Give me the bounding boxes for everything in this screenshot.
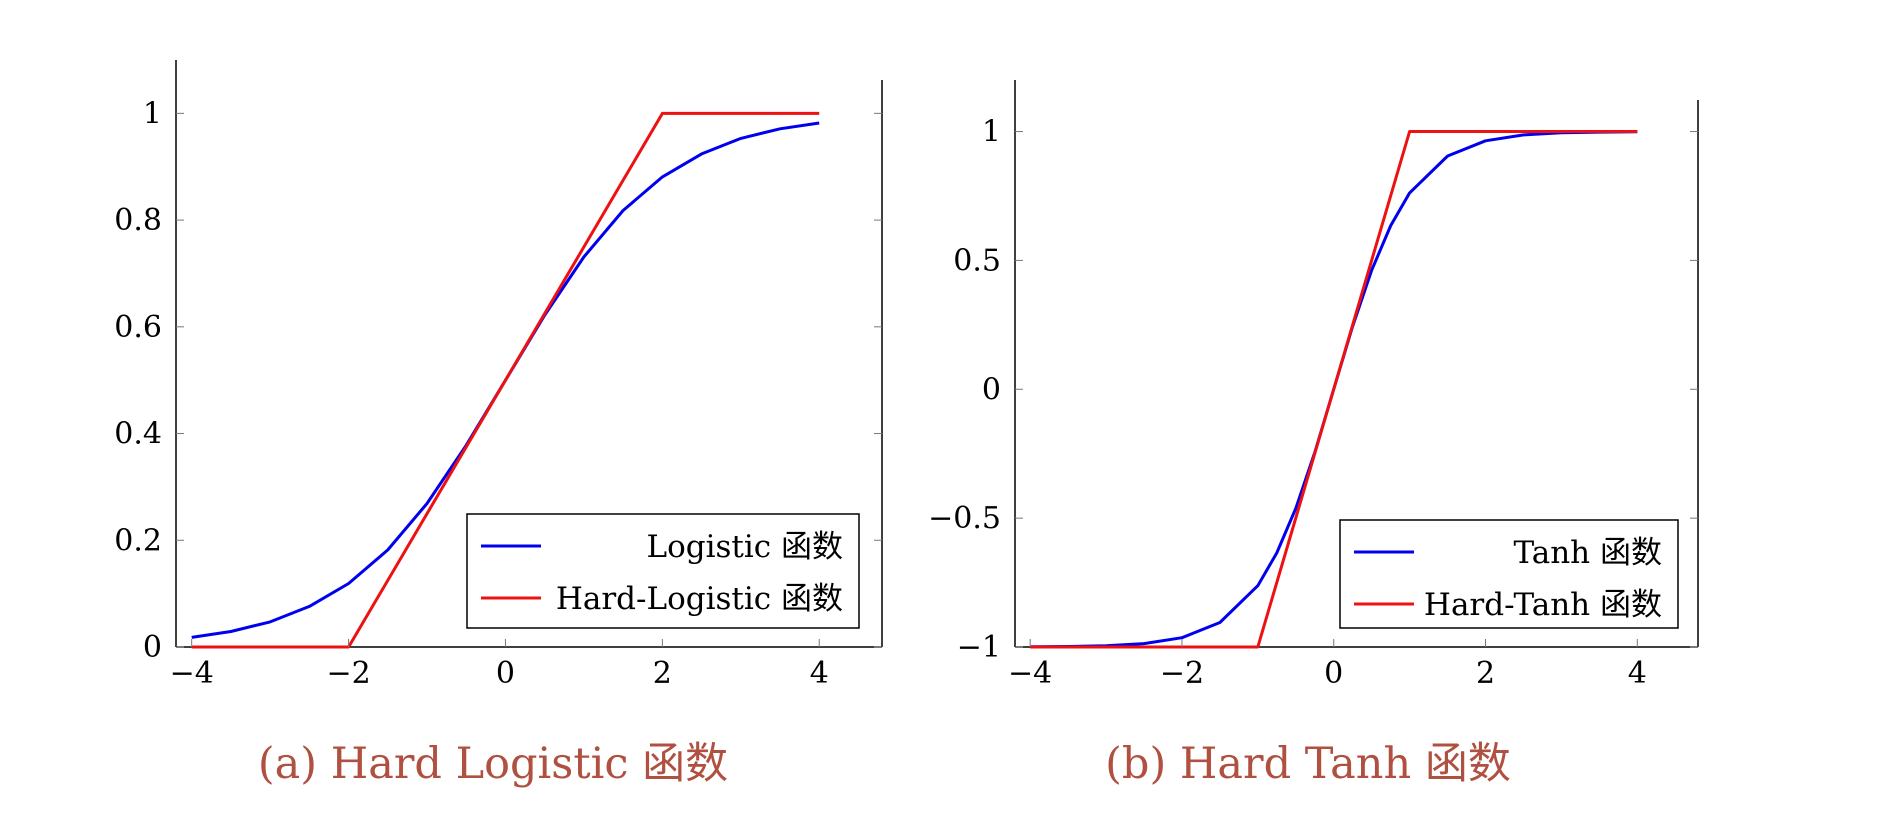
y-tick-label: −1 — [957, 630, 1001, 665]
y-tick-label: 0.8 — [114, 203, 162, 238]
series-lines — [1030, 130, 1638, 649]
series-line-1 — [191, 111, 820, 649]
tick-group: −4 −2 0 2 4 0 0.2 0.4 0.6 0.8 1 — [114, 96, 882, 691]
x-tick-label: −2 — [1160, 656, 1204, 691]
x-tick-label: 4 — [810, 656, 829, 691]
chart-hard-tanh: −4 −2 0 2 4−1−0.500.51 Tanh 函数 Hard-Tanh 函数 … — [928, 80, 1699, 789]
y-tick-label: 0 — [143, 630, 162, 665]
x-tick-label: 2 — [1476, 656, 1495, 691]
legend-box — [1339, 519, 1679, 629]
series-lines — [191, 111, 820, 649]
legend-label-logistic: Logistic 函数 — [646, 529, 843, 565]
x-tick-label: 0 — [1324, 656, 1343, 691]
x-tick-label: −4 — [170, 656, 214, 691]
y-tick-label: 1 — [143, 96, 162, 131]
y-tick-label: 1 — [982, 115, 1001, 150]
tick-group: −4 −2 0 2 4 −1 −0.5 0 0.5 1 — [928, 115, 1698, 691]
y-tick-label: 0.6 — [114, 310, 162, 345]
y-tick-label: 0.2 — [114, 523, 162, 558]
x-tick-label: 4 — [1628, 656, 1647, 691]
x-tick-label: −2 — [326, 656, 370, 691]
legend: Logistic 函数 Hard-Logistic 函数 — [466, 513, 860, 629]
y-tick-label: 0 — [982, 372, 1001, 407]
legend-label-hard-tanh: Hard-Tanh 函数 — [1424, 587, 1662, 623]
x-tick-label: −4 — [1008, 656, 1052, 691]
caption-b: (b) Hard Tanh 函数 — [1105, 739, 1511, 789]
x-tick-label: 0 — [496, 656, 515, 691]
y-tick-label: 0.4 — [114, 417, 162, 452]
chart-hard-logistic: −4 −2 0 2 4 0 0.2 0.4 0.6 0.8 1 Logistic 函数 Hard-L… — [114, 60, 883, 789]
legend-label-tanh: Tanh 函数 — [1513, 535, 1662, 571]
legend: Tanh 函数 Hard-Tanh 函数 — [1339, 519, 1679, 629]
caption-a: (a) Hard Logistic 函数 — [258, 739, 728, 789]
y-tick-label: 0.5 — [953, 243, 1001, 278]
legend-box — [466, 513, 860, 629]
y-tick-label: −0.5 — [928, 501, 1001, 536]
x-tick-label: 2 — [653, 656, 672, 691]
series-line-1 — [1030, 130, 1638, 649]
legend-label-hard-logistic: Hard-Logistic 函数 — [556, 581, 843, 617]
